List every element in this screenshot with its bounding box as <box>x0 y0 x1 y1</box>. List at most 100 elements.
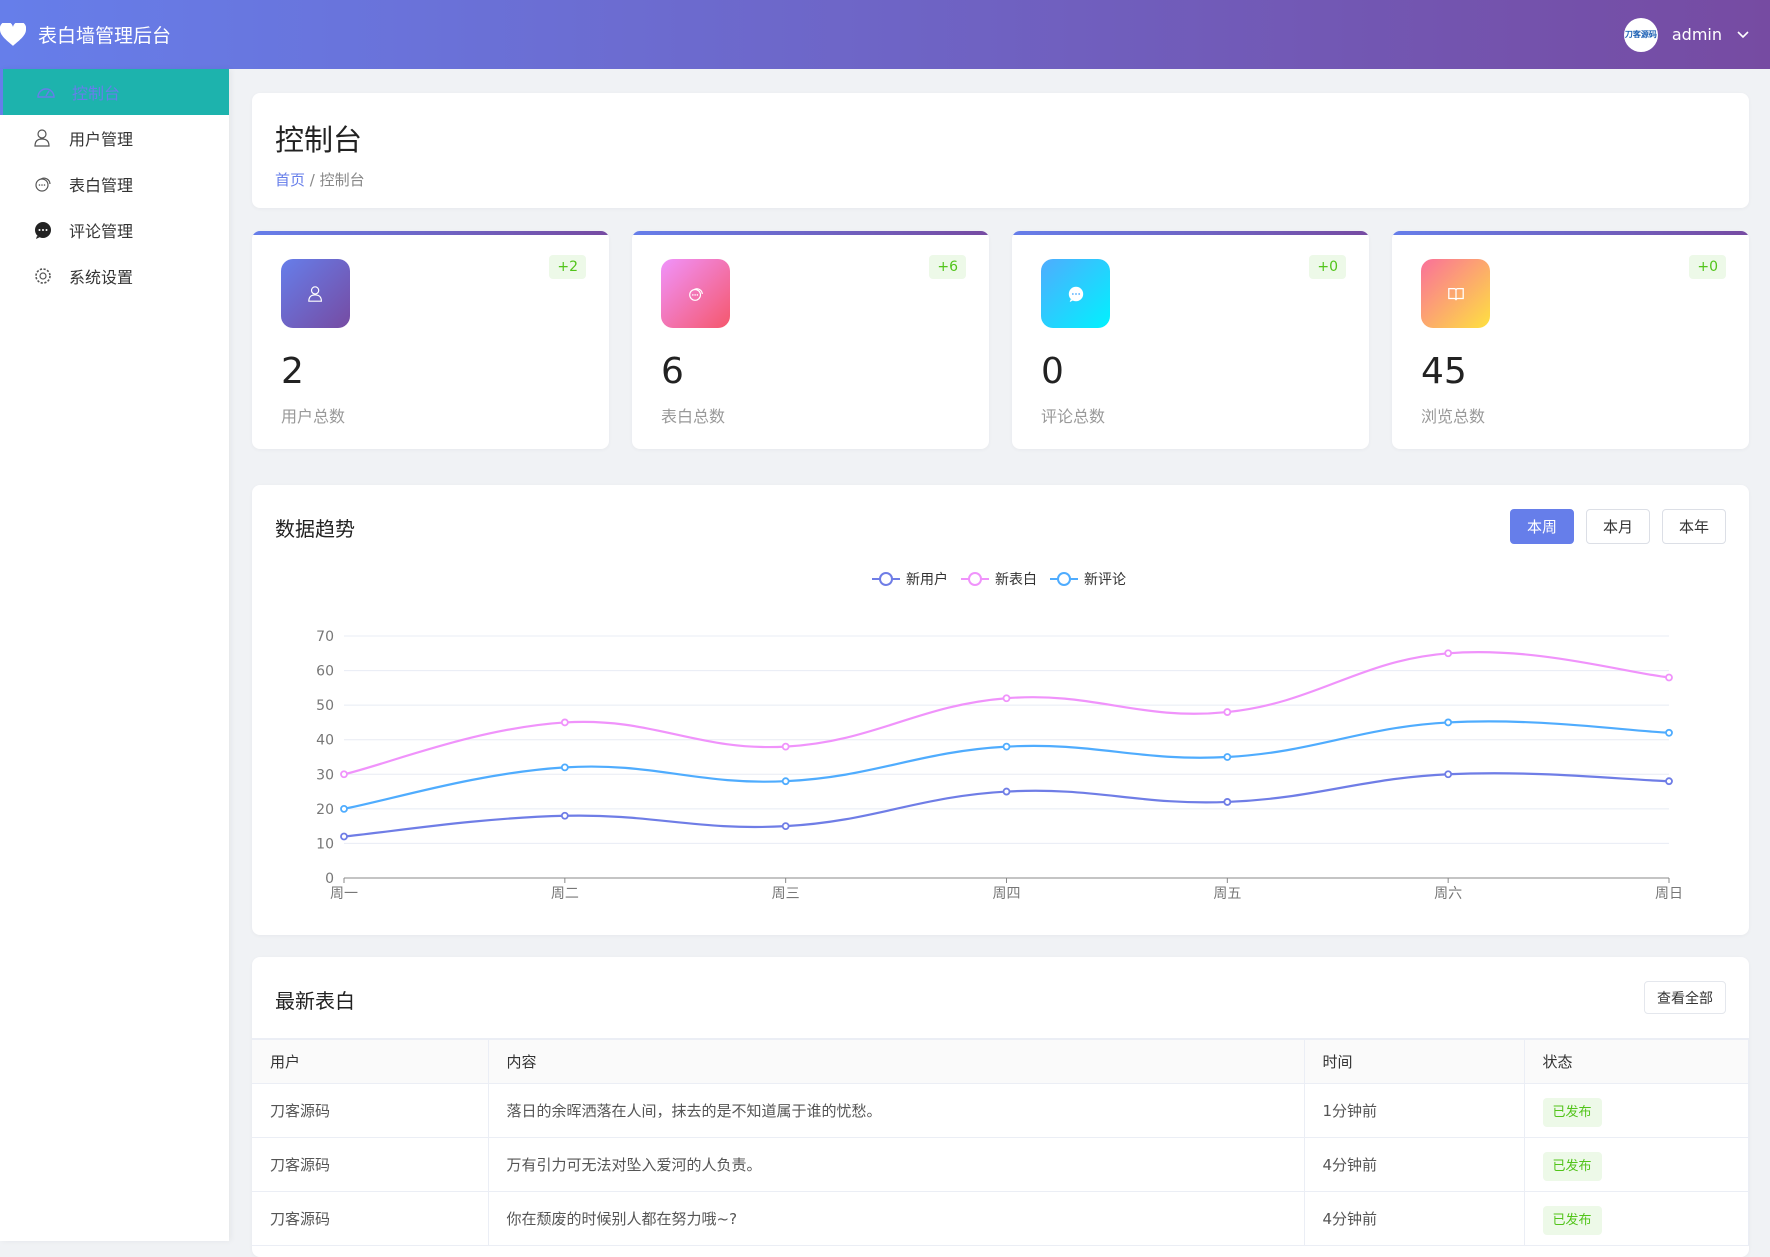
legend-label[interactable]: 新用户 <box>906 571 948 588</box>
data-point[interactable] <box>1223 753 1232 761</box>
sidebar-item-dashboard[interactable]: 控制台 <box>0 69 229 115</box>
table-row[interactable]: 刀客源码 你在颓废的时候别人都在努力哦~? 4分钟前 已发布 <box>252 1191 1749 1246</box>
y-tick-label: 20 <box>316 802 334 818</box>
data-point[interactable] <box>340 770 348 779</box>
gear-icon <box>35 268 51 284</box>
user-menu[interactable]: 刀客源码 admin <box>1623 0 1750 69</box>
cell-user: 刀客源码 <box>270 1209 331 1228</box>
sidebar-item-label: 控制台 <box>72 84 121 103</box>
stat-card-confessions: +6 6 表白总数 <box>632 231 989 449</box>
delta-badge: +6 <box>929 255 966 279</box>
range-month-button[interactable]: 本月 <box>1585 509 1650 544</box>
x-tick-label: 周二 <box>551 886 579 902</box>
legend-label[interactable]: 新表白 <box>995 572 1037 588</box>
table-row[interactable]: 刀客源码 万有引力可无法对坠入爱河的人负责。 4分钟前 已发布 <box>252 1137 1749 1192</box>
range-week-button[interactable]: 本周 <box>1509 509 1574 544</box>
chevron-down-icon[interactable] <box>1736 30 1750 40</box>
column-header: 时间 <box>1304 1038 1525 1084</box>
data-point[interactable] <box>340 832 348 841</box>
heart-icon <box>0 22 26 46</box>
app-title: 表白墙管理后台 <box>38 25 172 47</box>
series-line <box>343 720 1670 810</box>
delta-badge: +2 <box>549 255 586 279</box>
cell-content: 落日的余晖洒落在人间，抹去的是不知道属于谁的忧愁。 <box>506 1101 882 1120</box>
y-tick-label: 10 <box>316 836 334 852</box>
sidebar-item-confessions[interactable]: 表白管理 <box>0 161 229 207</box>
data-point[interactable] <box>1444 649 1453 658</box>
data-point[interactable] <box>1223 708 1232 716</box>
data-point[interactable] <box>1223 798 1232 806</box>
data-point[interactable] <box>560 763 569 772</box>
data-point[interactable] <box>781 822 790 831</box>
user-icon <box>34 129 50 147</box>
data-point[interactable] <box>1002 742 1011 751</box>
data-point[interactable] <box>1665 777 1673 786</box>
cell-user: 刀客源码 <box>270 1155 331 1174</box>
stat-card-views: +0 45 浏览总数 <box>1392 231 1749 449</box>
sidebar-item-label: 系统设置 <box>69 268 134 287</box>
data-point[interactable] <box>560 718 569 727</box>
breadcrumb-home[interactable]: 首页 <box>275 171 306 189</box>
x-tick-label: 周日 <box>1655 886 1683 902</box>
breadcrumb: 首页 / 控制台 <box>275 169 1726 190</box>
data-point[interactable] <box>781 742 790 751</box>
series-line <box>343 772 1670 838</box>
data-point[interactable] <box>560 811 569 820</box>
cell-content: 万有引力可无法对坠入爱河的人负责。 <box>506 1155 762 1174</box>
legend-marker <box>879 572 893 586</box>
page-title: 控制台 <box>275 123 363 157</box>
comment-icon <box>1041 259 1110 328</box>
top-bar: 表白墙管理后台 刀客源码 admin <box>0 0 1770 69</box>
data-point[interactable] <box>781 777 790 786</box>
y-tick-label: 50 <box>316 698 334 714</box>
stat-label: 浏览总数 <box>1421 407 1486 426</box>
latest-confessions-card: 最新表白 查看全部 用户 内容 时间 状态 刀客源码 落日的余晖洒落在人间，抹去的… <box>252 957 1749 1257</box>
data-point[interactable] <box>1002 787 1011 796</box>
range-switch: 本周 本月 本年 <box>1509 509 1726 544</box>
legend-marker <box>1057 572 1071 586</box>
y-tick-label: 60 <box>316 664 334 680</box>
data-point[interactable] <box>340 804 348 813</box>
avatar[interactable]: 刀客源码 <box>1623 17 1658 52</box>
sidebar-item-comments[interactable]: 评论管理 <box>0 207 229 253</box>
delta-badge: +0 <box>1689 255 1726 279</box>
stat-label: 用户总数 <box>281 407 346 426</box>
sidebar-item-label: 表白管理 <box>69 176 134 195</box>
legend-marker <box>968 572 982 586</box>
trend-chart-card: 数据趋势 本周 本月 本年 0 10 20 30 40 50 60 70 周一 周二 周三 周四 周五 周… <box>252 485 1749 935</box>
data-point[interactable] <box>1002 694 1011 703</box>
dashboard-icon <box>37 88 55 98</box>
view-all-button[interactable]: 查看全部 <box>1644 981 1726 1014</box>
book-icon <box>1421 259 1490 328</box>
data-point[interactable] <box>1444 718 1453 727</box>
cell-time: 4分钟前 <box>1322 1209 1378 1228</box>
data-point[interactable] <box>1665 728 1673 737</box>
cell-time: 1分钟前 <box>1322 1101 1378 1120</box>
data-point[interactable] <box>1665 673 1673 682</box>
range-year-button[interactable]: 本年 <box>1661 509 1726 544</box>
section-title: 数据趋势 <box>275 517 355 541</box>
section-title: 最新表白 <box>275 989 355 1013</box>
comment-icon <box>35 222 51 239</box>
logo: 表白墙管理后台 <box>0 21 171 48</box>
sidebar: 控制台 用户管理 表白管理 评论管理 系统设置 <box>0 69 229 1241</box>
column-header: 用户 <box>252 1038 489 1084</box>
username[interactable]: admin <box>1671 25 1722 44</box>
sidebar-item-label: 用户管理 <box>69 130 134 149</box>
x-tick-label: 周六 <box>1434 886 1462 902</box>
y-tick-label: 0 <box>325 871 334 887</box>
stat-label: 表白总数 <box>661 407 726 426</box>
confessions-table: 用户 内容 时间 状态 刀客源码 落日的余晖洒落在人间，抹去的是不知道属于谁的忧愁… <box>252 1038 1749 1246</box>
y-tick-label: 30 <box>316 767 334 783</box>
page-header-card: 控制台 首页 / 控制台 <box>252 93 1749 208</box>
sidebar-item-users[interactable]: 用户管理 <box>0 115 229 161</box>
status-badge: 已发布 <box>1542 1151 1602 1181</box>
stat-card-users: +2 2 用户总数 <box>252 231 609 449</box>
legend-label[interactable]: 新评论 <box>1084 572 1126 588</box>
table-row[interactable]: 刀客源码 落日的余晖洒落在人间，抹去的是不知道属于谁的忧愁。 1分钟前 已发布 <box>252 1083 1749 1138</box>
stat-value: 6 <box>661 351 684 392</box>
sidebar-item-label: 评论管理 <box>69 222 134 241</box>
sidebar-item-settings[interactable]: 系统设置 <box>0 253 229 299</box>
data-point[interactable] <box>1444 770 1453 779</box>
cell-time: 4分钟前 <box>1322 1155 1378 1174</box>
